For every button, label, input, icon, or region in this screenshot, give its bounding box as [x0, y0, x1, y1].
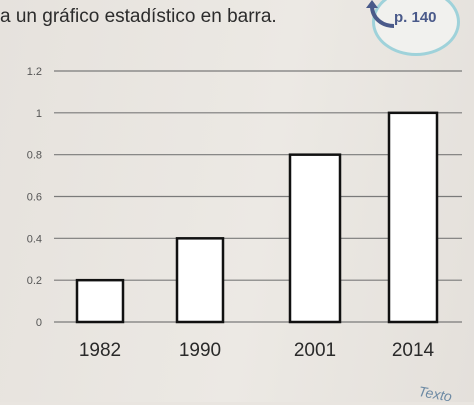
y-tick-label: 0.6	[27, 192, 42, 204]
page-reference-badge	[372, 0, 460, 56]
instruction-heading: a un gráfico estadístico en barra.	[0, 6, 277, 27]
x-category-label: 1990	[179, 340, 221, 361]
bar-1982	[75, 278, 125, 324]
x-category-label: 2001	[294, 340, 336, 361]
x-category-label: 1982	[79, 340, 121, 361]
page-reference-label: p. 140	[394, 9, 437, 26]
y-tick-label: 0.4	[27, 233, 42, 245]
y-tick-label: 1.2	[27, 66, 42, 78]
y-tick-label: 1	[36, 108, 42, 120]
y-tick-label: 0.2	[27, 275, 42, 287]
x-category-label: 2014	[392, 340, 435, 361]
curved-arrow-icon	[366, 0, 395, 28]
bar-2014	[387, 111, 439, 324]
y-tick-label: 0.8	[27, 150, 42, 162]
y-tick-label: 0	[36, 317, 42, 329]
bar-2001	[288, 153, 342, 324]
bar-1990	[175, 237, 225, 324]
